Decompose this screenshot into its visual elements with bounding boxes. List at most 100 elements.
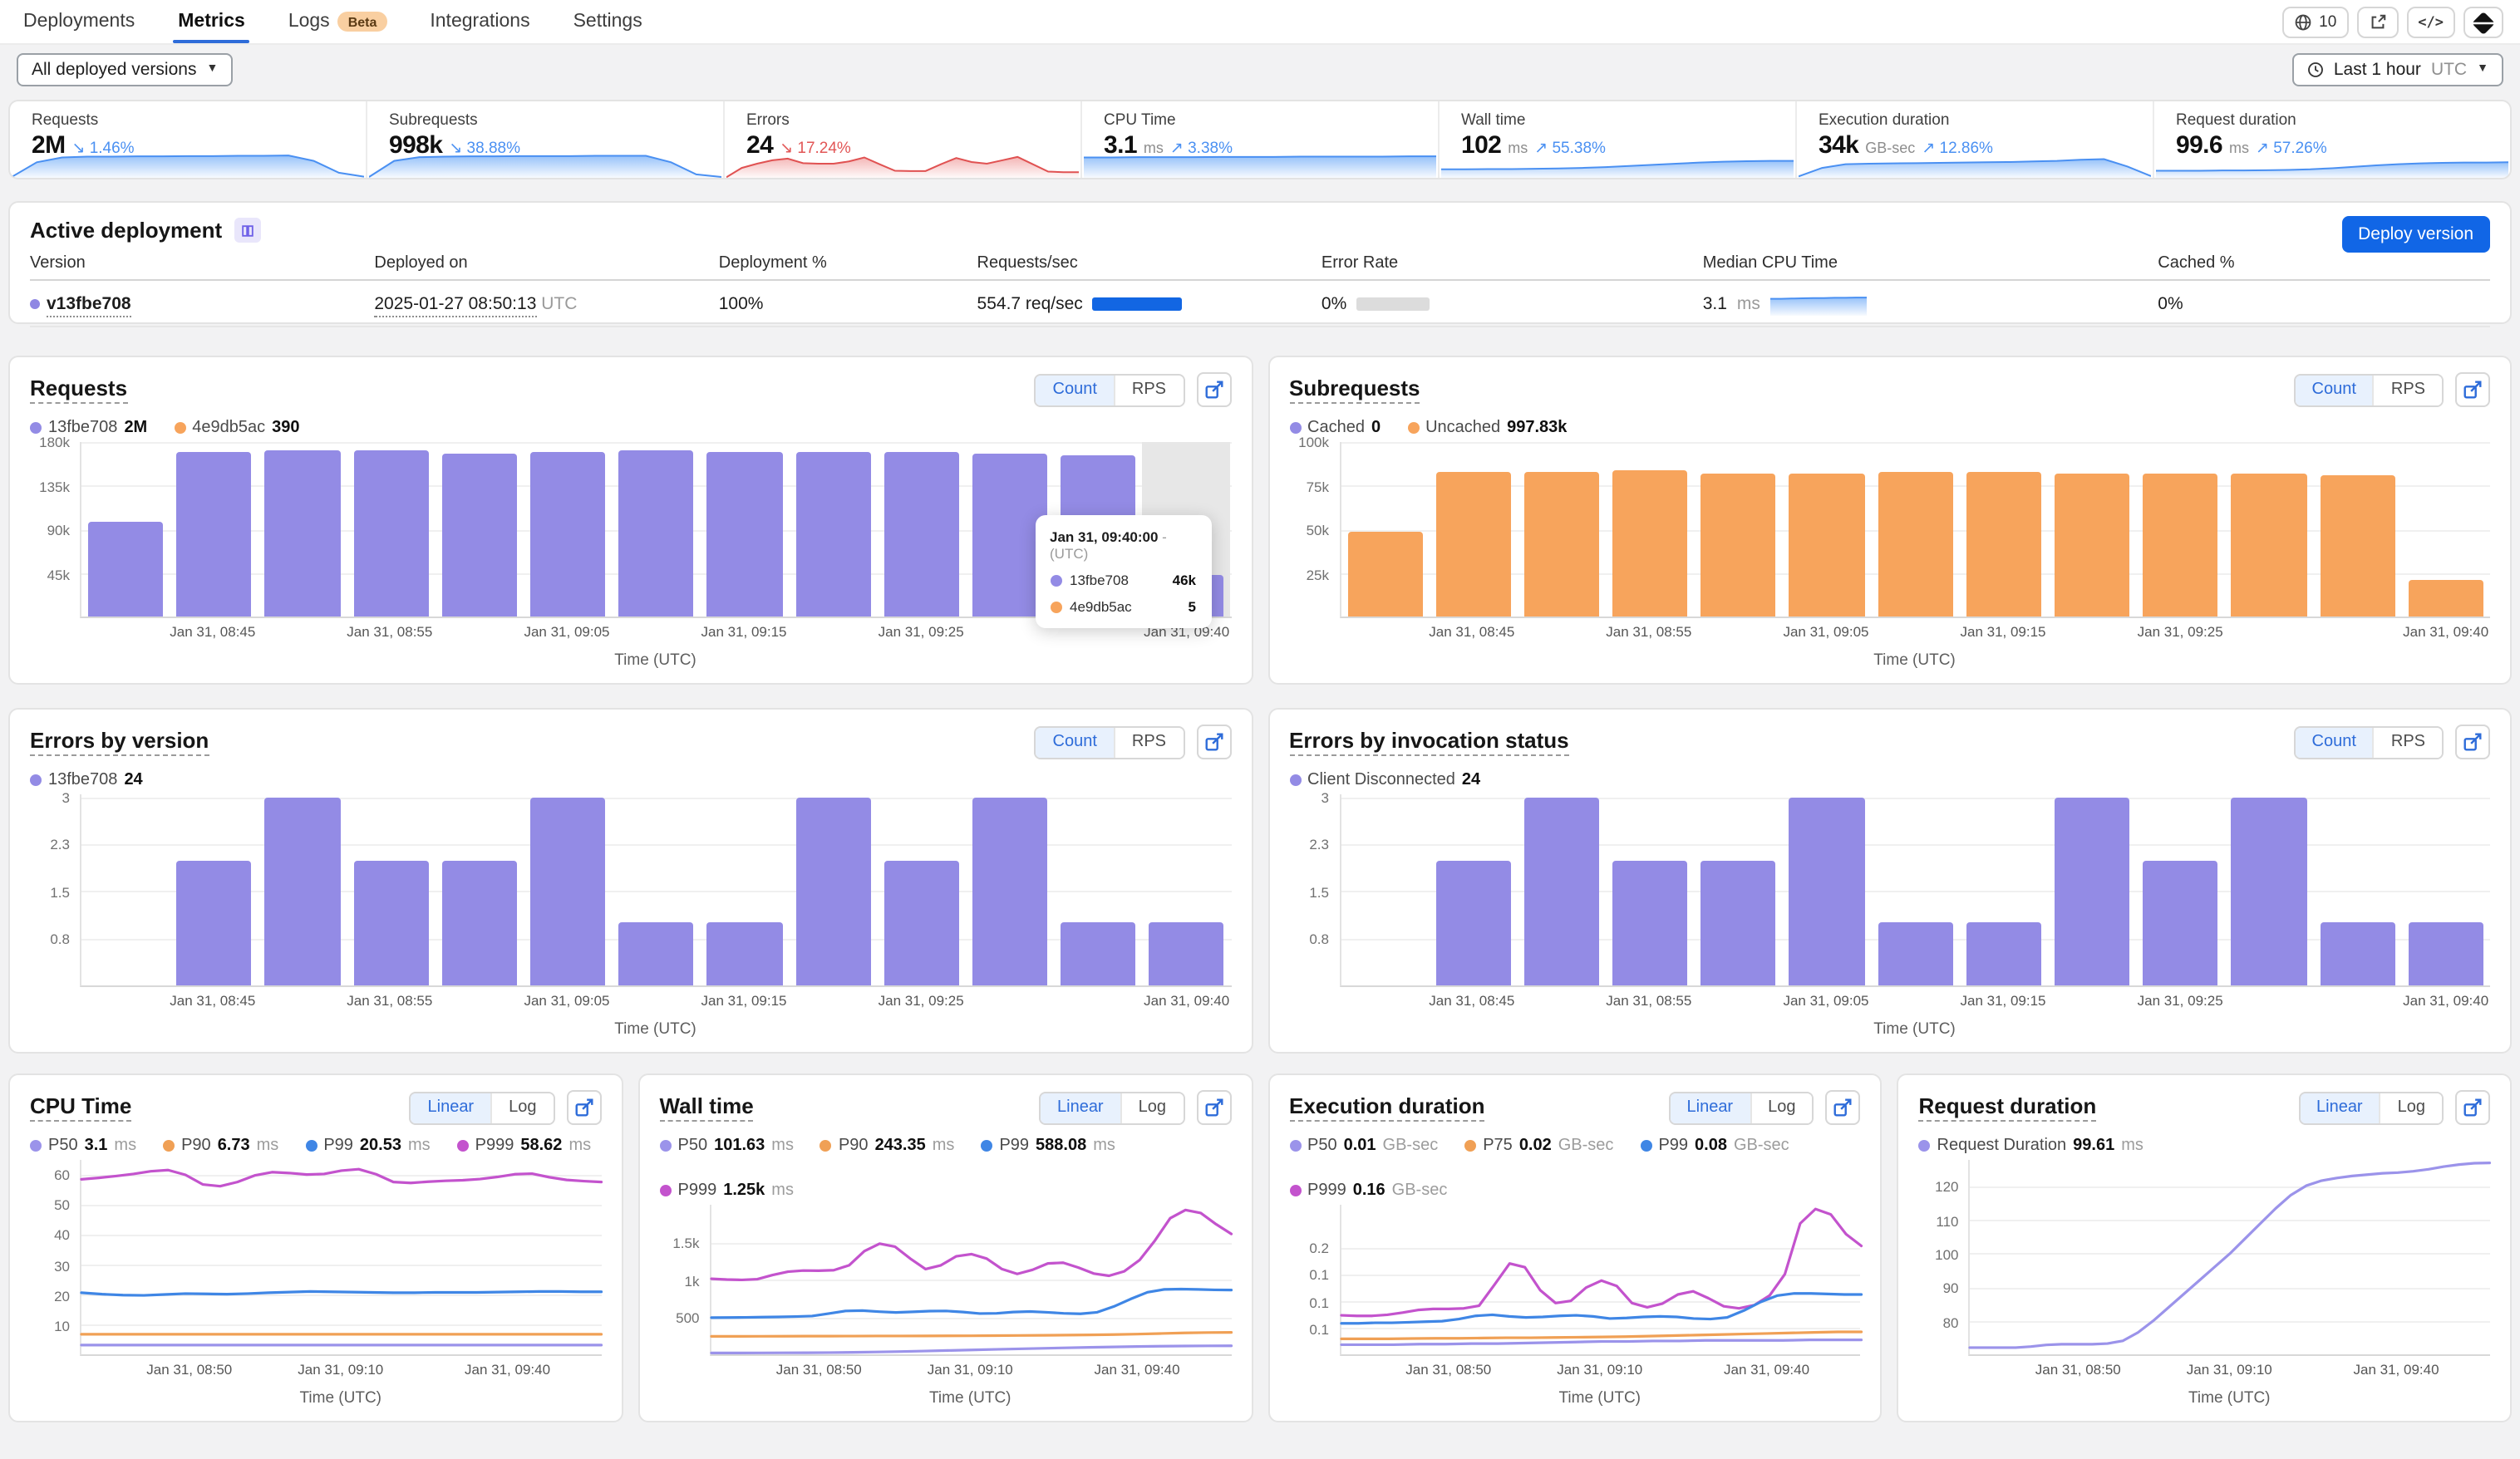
toggle-rps[interactable]: RPS	[1113, 727, 1183, 757]
tab-deployments[interactable]: Deployments	[23, 0, 135, 43]
expand-button[interactable]	[2455, 1090, 2490, 1125]
stat-request-duration[interactable]: Request duration 99.6 ms ↗ 57.26%	[2154, 101, 2510, 178]
expand-button[interactable]	[2455, 725, 2490, 759]
tab-settings[interactable]: Settings	[573, 0, 642, 43]
bar[interactable]	[2320, 474, 2395, 617]
bar[interactable]	[2055, 797, 2130, 985]
tab-integrations[interactable]: Integrations	[430, 0, 529, 43]
bar[interactable]	[2143, 474, 2218, 617]
bar[interactable]	[1878, 472, 1953, 617]
bar[interactable]	[1612, 470, 1688, 617]
bar[interactable]	[618, 922, 694, 985]
view-code-button[interactable]: </>	[2406, 7, 2455, 38]
bar[interactable]	[2231, 474, 2307, 617]
bar[interactable]	[1523, 471, 1600, 617]
bar[interactable]	[2408, 579, 2483, 617]
chart-title[interactable]: CPU Time	[30, 1093, 132, 1122]
toggle-rps[interactable]: RPS	[2372, 727, 2442, 757]
chart-title[interactable]: Request duration	[1918, 1093, 2097, 1122]
expand-button[interactable]	[566, 1090, 602, 1125]
bar[interactable]	[1966, 472, 2041, 617]
deploy-version-button[interactable]: Deploy version	[2341, 216, 2490, 253]
stat-errors[interactable]: Errors 24 ↘ 17.24%	[725, 101, 1082, 178]
bar[interactable]	[176, 451, 252, 617]
bar[interactable]	[1701, 860, 1776, 985]
bar[interactable]	[529, 452, 606, 617]
expand-button[interactable]	[1825, 1090, 1861, 1125]
bar[interactable]	[2408, 922, 2483, 985]
bar[interactable]	[264, 797, 341, 985]
bar[interactable]	[264, 450, 341, 617]
plot[interactable]	[1339, 442, 2490, 618]
expand-button[interactable]	[1196, 725, 1231, 759]
bar[interactable]	[2231, 797, 2307, 985]
plot[interactable]: Jan 31, 09:40:00 - (UTC) 13fbe708 46k 4e9db…	[80, 442, 1231, 629]
bar[interactable]	[529, 797, 606, 985]
stat-requests[interactable]: Requests 2M ↘ 1.46%	[10, 101, 367, 178]
chart-title[interactable]: Errors by invocation status	[1289, 728, 1569, 756]
toggle-count[interactable]: Count	[2295, 375, 2373, 405]
expand-button[interactable]	[2455, 372, 2490, 407]
stat-wall-time[interactable]: Wall time 102 ms ↗ 55.38%	[1440, 101, 1797, 178]
toggle-log[interactable]: Log	[490, 1093, 554, 1122]
bar[interactable]	[618, 450, 694, 617]
bar[interactable]	[1789, 797, 1865, 985]
chart-title[interactable]: Execution duration	[1289, 1093, 1485, 1122]
bar[interactable]	[1061, 922, 1136, 985]
version-filter-dropdown[interactable]: All deployed versions ▼	[17, 52, 234, 86]
chart-title[interactable]: Wall time	[659, 1093, 754, 1122]
bar[interactable]	[1701, 474, 1776, 617]
bar[interactable]	[1966, 922, 2041, 985]
bar[interactable]	[441, 454, 517, 617]
bar[interactable]	[88, 522, 164, 617]
tab-metrics[interactable]: Metrics	[173, 0, 251, 43]
bar[interactable]	[353, 860, 429, 985]
tab-logs[interactable]: Logs Beta	[288, 0, 387, 43]
stat-cpu-time[interactable]: CPU Time 3.1 ms ↗ 3.38%	[1082, 101, 1440, 178]
version-link[interactable]: v13fbe708	[47, 293, 131, 317]
routes-button[interactable]: 10	[2282, 7, 2349, 38]
bar[interactable]	[706, 451, 782, 617]
plot[interactable]	[710, 1205, 1232, 1356]
docs-icon[interactable]	[234, 218, 261, 243]
chart-title[interactable]: Subrequests	[1289, 376, 1420, 404]
plot[interactable]	[80, 794, 1231, 987]
toggle-log[interactable]: Log	[1750, 1093, 1813, 1122]
bar[interactable]	[353, 449, 429, 617]
bar[interactable]	[1435, 860, 1511, 985]
toggle-count[interactable]: Count	[1036, 375, 1114, 405]
time-range-dropdown[interactable]: Last 1 hour UTC ▼	[2291, 52, 2503, 86]
bar[interactable]	[883, 860, 959, 985]
plot[interactable]	[80, 1160, 602, 1356]
bar[interactable]	[176, 860, 252, 985]
toggle-rps[interactable]: RPS	[2372, 375, 2442, 405]
toggle-linear[interactable]: Linear	[411, 1093, 491, 1122]
plot[interactable]	[1339, 1205, 1861, 1356]
toggle-count[interactable]: Count	[2295, 727, 2373, 757]
toggle-linear[interactable]: Linear	[1670, 1093, 1750, 1122]
bar[interactable]	[795, 797, 871, 985]
workers-app-button[interactable]	[2463, 7, 2503, 38]
deployed-on-value[interactable]: 2025-01-27 08:50:13	[374, 293, 537, 317]
bar[interactable]	[1347, 531, 1423, 617]
expand-button[interactable]	[1196, 372, 1231, 407]
toggle-count[interactable]: Count	[1036, 727, 1114, 757]
toggle-rps[interactable]: RPS	[1113, 375, 1183, 405]
toggle-linear[interactable]: Linear	[1041, 1093, 1120, 1122]
bar[interactable]	[2143, 860, 2218, 985]
expand-button[interactable]	[1196, 1090, 1231, 1125]
bar[interactable]	[1149, 922, 1224, 985]
bar[interactable]	[706, 922, 782, 985]
bar[interactable]	[1612, 860, 1688, 985]
bar[interactable]	[2055, 473, 2130, 617]
bar[interactable]	[795, 452, 871, 617]
toggle-log[interactable]: Log	[2379, 1093, 2442, 1122]
bar[interactable]	[2320, 922, 2395, 985]
stat-execution-duration[interactable]: Execution duration 34k GB-sec ↗ 12.86%	[1797, 101, 2154, 178]
chart-title[interactable]: Requests	[30, 376, 128, 404]
bar[interactable]	[1435, 471, 1511, 617]
plot[interactable]	[1339, 794, 2490, 987]
toggle-log[interactable]: Log	[1120, 1093, 1183, 1122]
chart-title[interactable]: Errors by version	[30, 728, 209, 756]
bar[interactable]	[972, 797, 1048, 985]
